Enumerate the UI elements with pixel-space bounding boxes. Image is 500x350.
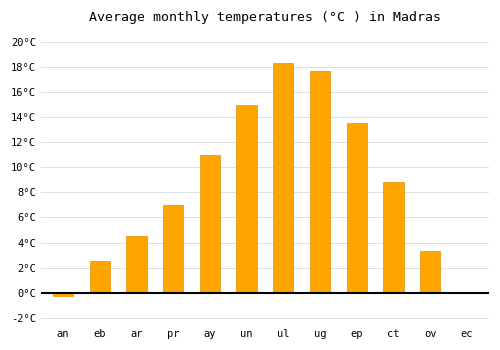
Title: Average monthly temperatures (°C ) in Madras: Average monthly temperatures (°C ) in Ma… bbox=[89, 11, 441, 24]
Bar bbox=[420, 251, 440, 293]
Bar bbox=[126, 236, 146, 293]
Bar bbox=[200, 155, 220, 293]
Bar bbox=[90, 261, 110, 293]
Bar bbox=[310, 71, 330, 293]
Bar bbox=[163, 205, 183, 293]
Bar bbox=[346, 124, 367, 293]
Bar bbox=[384, 182, 404, 293]
Bar bbox=[236, 105, 256, 293]
Bar bbox=[273, 63, 293, 293]
Bar bbox=[53, 293, 73, 296]
